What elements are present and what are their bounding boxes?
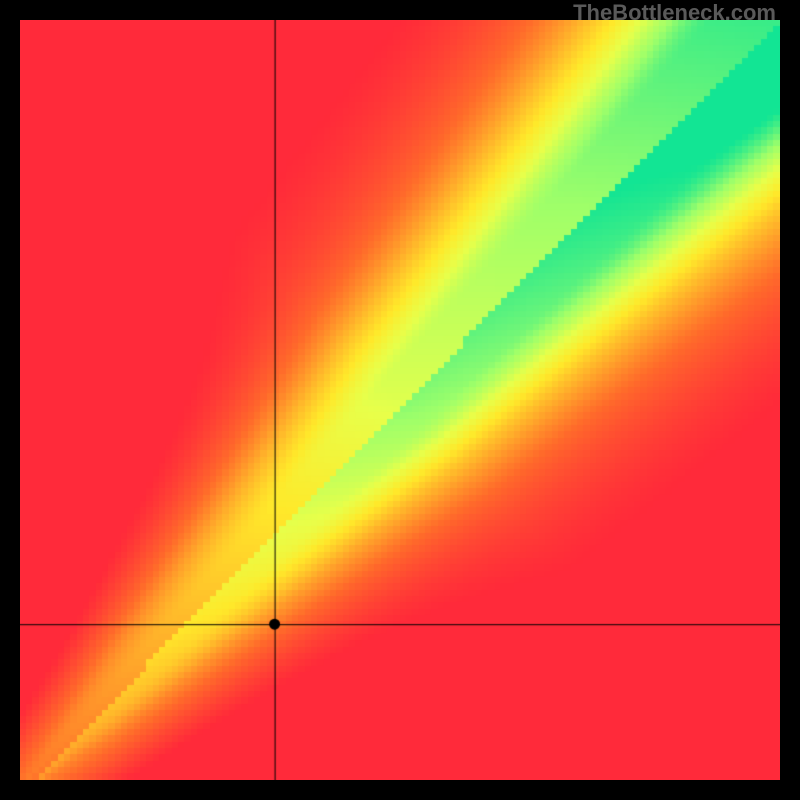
watermark-text: TheBottleneck.com [573,0,776,26]
bottleneck-heatmap [20,20,780,780]
plot-frame: TheBottleneck.com [0,0,800,800]
